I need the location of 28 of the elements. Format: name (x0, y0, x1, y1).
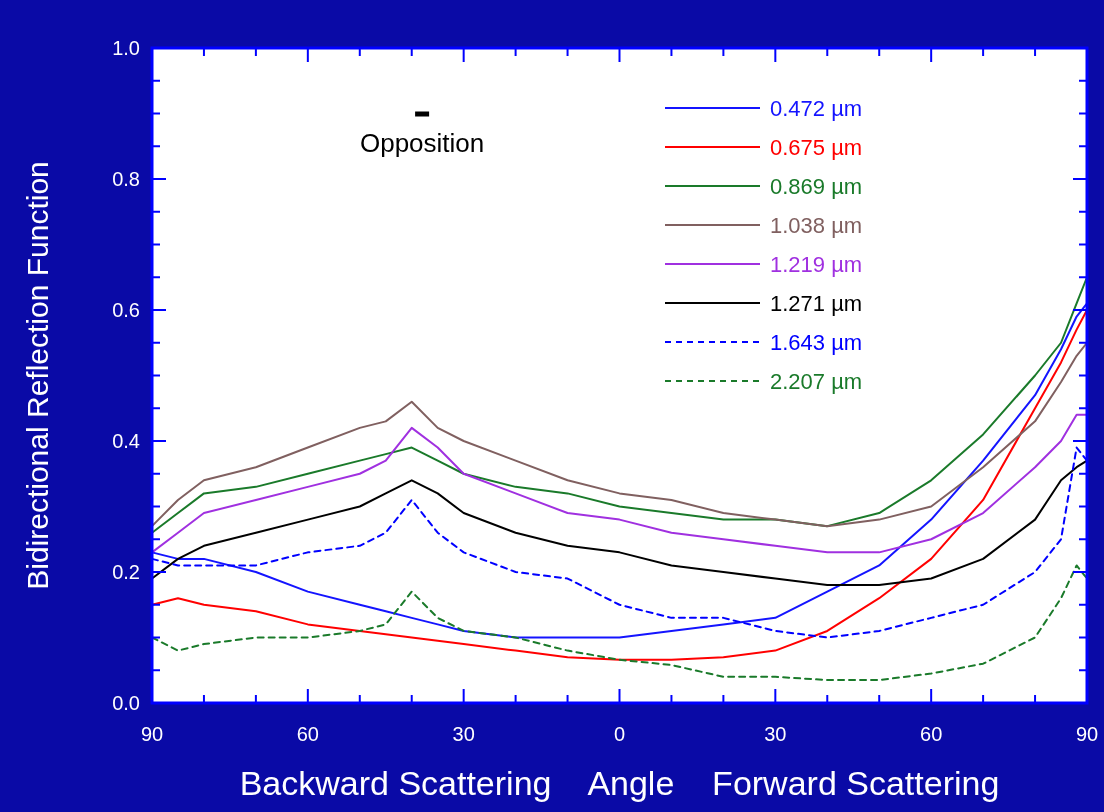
y-tick-label: 0.4 (112, 430, 140, 452)
y-axis-title: Bidirectional Reflection Function (21, 161, 54, 590)
x-axis-title: Backward Scattering Angle Forward Scattering (239, 764, 1000, 802)
line-series (151, 459, 1088, 587)
y-tick-label: 1.0 (112, 37, 140, 59)
legend-label: 1.038 µm (770, 212, 863, 238)
legend-label: 0.675 µm (770, 134, 863, 160)
y-tick-label: 0.8 (112, 168, 140, 190)
x-tick-label: 90 (140, 723, 164, 745)
line-series (151, 276, 1088, 534)
x-tick-label: 60 (920, 723, 943, 745)
legend-label: 1.271 µm (770, 290, 863, 316)
annotation: Opposition (359, 127, 485, 158)
y-tick-label: 0.0 (112, 692, 140, 714)
x-tick-label: 60 (296, 723, 319, 745)
x-tick-label: 30 (764, 723, 787, 745)
legend-label: 1.219 µm (770, 251, 863, 277)
x-tick-label: 90 (1075, 723, 1099, 745)
x-tick-label: 30 (452, 723, 475, 745)
x-tick-label: 0 (613, 723, 626, 745)
line-series (151, 413, 1088, 554)
legend-label: 2.207 µm (770, 368, 863, 394)
legend-label: 1.643 µm (770, 329, 863, 355)
line-series (151, 564, 1088, 682)
legend-label: 0.869 µm (770, 173, 863, 199)
y-tick-label: 0.2 (112, 561, 140, 583)
legend-label: 0.472 µm (770, 95, 863, 121)
y-tick-label: 0.6 (112, 299, 140, 321)
